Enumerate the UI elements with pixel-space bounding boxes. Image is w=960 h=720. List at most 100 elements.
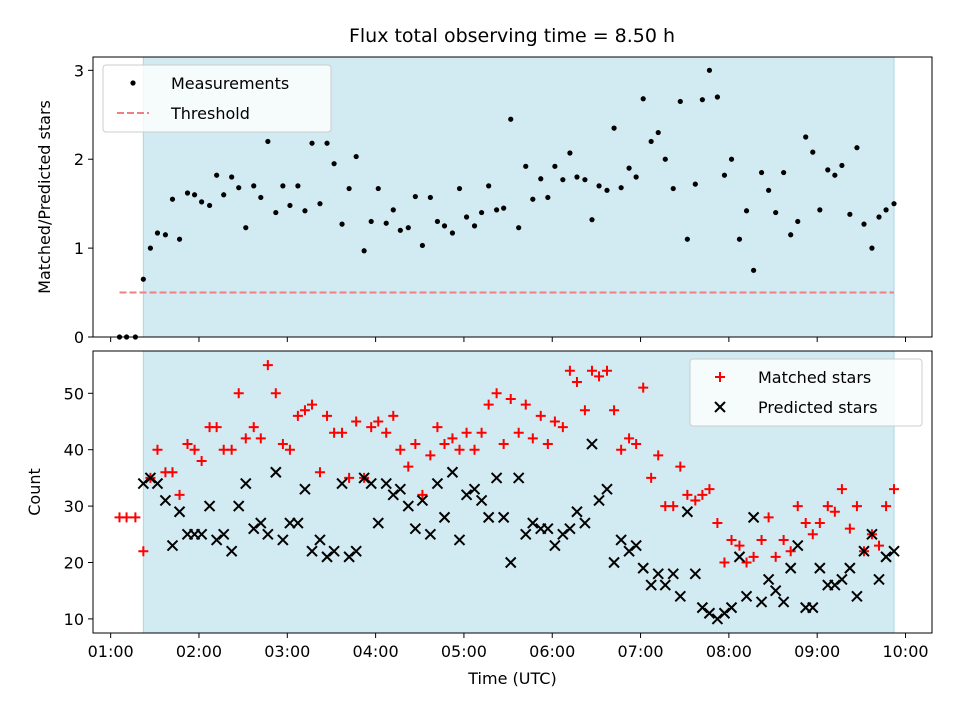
matched-star-marker: [189, 444, 200, 455]
predicted-star-marker: [497, 511, 510, 524]
measurement-point: [456, 185, 463, 192]
predicted-star-marker: [858, 545, 870, 557]
predicted-star-marker: [689, 568, 702, 580]
predicted-star-marker: [233, 500, 245, 512]
measurement-point: [817, 207, 823, 213]
measurement-point: [743, 208, 750, 214]
predicted-star-marker: [314, 534, 326, 546]
x-axis-label: Time (UTC): [467, 669, 556, 688]
series-predicted-stars: [137, 438, 900, 625]
measurement-point: [839, 162, 845, 169]
measurement-point: [758, 169, 765, 176]
measurement-point: [670, 185, 676, 192]
measurement-point: [662, 156, 668, 162]
measurement-point: [405, 225, 411, 231]
predicted-star-marker: [446, 466, 459, 478]
predicted-star-marker: [512, 472, 525, 484]
measurement-point: [147, 245, 154, 251]
measurement-point: [611, 125, 617, 131]
predicted-star-marker: [630, 539, 642, 552]
predicted-star-marker: [880, 551, 892, 563]
matched-star-marker: [167, 467, 178, 478]
measurement-point: [258, 194, 264, 201]
measurement-point: [353, 153, 359, 160]
measurement-point: [339, 221, 345, 227]
matched-star-marker: [337, 427, 348, 438]
predicted-star-marker: [151, 477, 164, 490]
matched-star-marker: [314, 467, 325, 478]
matched-star-marker: [174, 489, 185, 500]
y-tick-label: 50: [64, 384, 84, 403]
matched-star-marker: [138, 546, 149, 557]
matched-star-marker: [624, 433, 635, 444]
measurement-point: [176, 236, 183, 242]
measurement-point: [876, 214, 882, 220]
predicted-star-marker: [438, 511, 451, 524]
predicted-star-marker: [277, 534, 289, 546]
measurement-point: [390, 207, 396, 213]
matched-star-marker: [822, 501, 833, 512]
measurement-point: [699, 97, 705, 103]
predicted-star-marker: [836, 573, 848, 586]
matched-star-marker: [579, 405, 590, 416]
measurement-point: [766, 187, 772, 193]
predicted-star-marker: [255, 517, 267, 529]
measurement-point: [582, 177, 588, 183]
matched-star-marker: [682, 489, 693, 500]
measurement-point: [191, 192, 198, 198]
predicted-star-marker: [505, 556, 517, 569]
measurement-point: [162, 232, 169, 238]
matched-star-marker: [704, 484, 715, 495]
measurement-point: [684, 236, 690, 242]
x-tick-label: 07:00: [618, 642, 664, 661]
predicted-star-marker: [520, 528, 532, 541]
matched-star-marker: [557, 422, 568, 433]
predicted-star-marker: [321, 551, 333, 563]
measurement-point: [891, 201, 897, 207]
x-tick-label: 04:00: [353, 642, 399, 661]
predicted-star-marker: [814, 562, 826, 574]
matched-star-marker: [653, 450, 664, 461]
matched-star-marker: [668, 501, 679, 512]
y-tick-label: 10: [64, 610, 84, 629]
matched-star-marker: [535, 410, 546, 421]
matched-star-marker: [454, 444, 465, 455]
measurement-point: [655, 129, 661, 136]
matched-star-marker: [121, 512, 132, 523]
matched-star-marker: [814, 518, 825, 529]
predicted-star-marker: [762, 573, 775, 586]
predicted-star-marker: [137, 477, 150, 490]
measurement-point: [781, 169, 787, 176]
predicted-star-marker: [711, 613, 724, 625]
measurement-point: [463, 214, 470, 220]
predicted-star-marker: [784, 562, 797, 574]
measurement-point: [728, 156, 735, 162]
predicted-star-marker: [166, 539, 179, 552]
matched-star-marker: [255, 433, 266, 444]
legend-box: [689, 358, 923, 427]
predicted-star-marker: [306, 545, 318, 557]
legend-entry: Measurements: [171, 74, 289, 93]
measurement-point: [854, 145, 860, 151]
x-tick-label: 03:00: [264, 642, 310, 661]
legend-measurement-marker: [130, 80, 136, 86]
matched-star-marker: [483, 399, 494, 410]
measurement-point: [317, 201, 323, 207]
measurement-point: [471, 223, 478, 229]
legend-box: [102, 64, 332, 133]
matched-star-marker: [851, 501, 862, 512]
measurement-point: [295, 183, 301, 189]
matched-star-marker: [697, 489, 708, 500]
predicted-star-marker: [144, 472, 157, 484]
predicted-star-marker: [350, 545, 362, 557]
matched-star-marker: [836, 484, 847, 495]
measurement-point: [626, 165, 632, 171]
predicted-star-marker: [866, 528, 878, 541]
legend-matched-marker: [715, 372, 725, 382]
matched-star-marker: [586, 365, 597, 376]
measurement-point: [618, 185, 624, 191]
predicted-star-marker: [829, 579, 841, 591]
predicted-star-marker: [482, 511, 495, 524]
predicted-star-marker: [336, 477, 348, 490]
measurement-point: [574, 174, 580, 180]
